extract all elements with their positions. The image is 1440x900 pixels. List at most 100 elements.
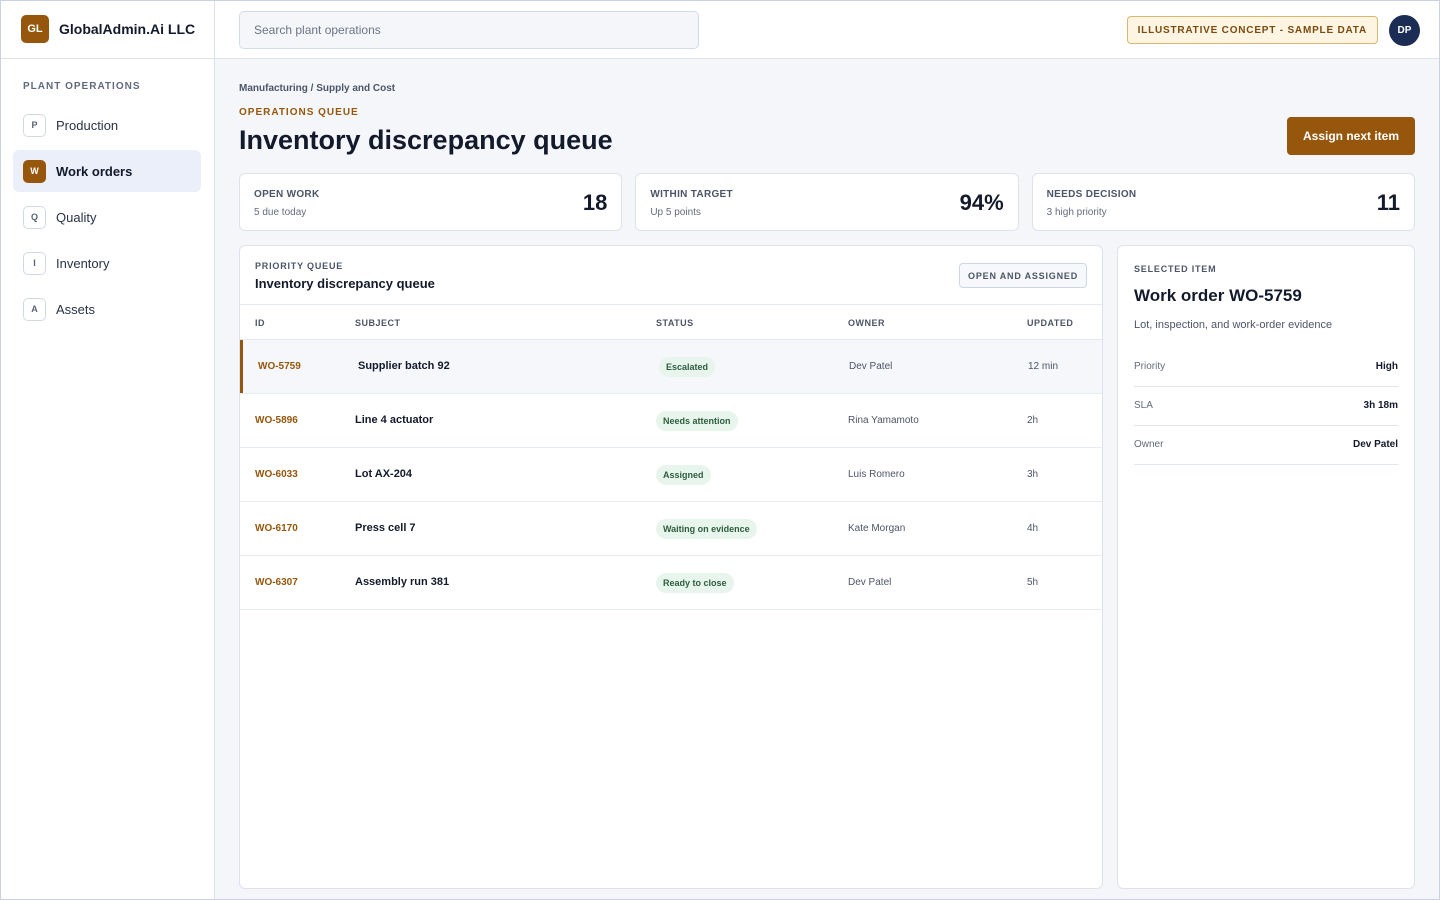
column-header-subject[interactable]: SUBJECT [355,318,401,328]
kpi-label: NEEDS DECISION [1046,189,1137,200]
kpi-card-within-target: WITHIN TARGET Up 5 points 94% [635,173,1019,231]
table-row[interactable]: WO-6170 Press cell 7 Waiting on evidence… [240,502,1102,556]
sidebar-item-production[interactable]: P Production [13,104,201,146]
kpi-card-open-work: OPEN WORK 5 due today 18 [239,173,623,231]
row-id: WO-6307 [255,577,298,588]
table-row[interactable]: WO-5896 Line 4 actuator Needs attention … [240,394,1102,448]
detail-field-priority: Priority High [1134,348,1398,387]
status-badge: Waiting on evidence [656,519,757,539]
row-owner: Dev Patel [848,577,892,588]
topbar: ILLUSTRATIVE CONCEPT - SAMPLE DATA DP [215,0,1440,59]
table-row[interactable]: WO-5759 Supplier batch 92 Escalated Dev … [240,340,1102,394]
quality-icon: Q [23,205,46,229]
status-badge: Needs attention [656,411,738,431]
status-pill: Needs attention [656,411,738,431]
table-row[interactable]: WO-6307 Assembly run 381 Ready to close … [240,556,1102,610]
avatar[interactable]: DP [1389,15,1420,46]
field-key: SLA [1134,400,1153,411]
kpi-sub: Up 5 points [650,207,701,218]
field-value: High [1375,361,1398,372]
search-input[interactable] [239,11,699,49]
nav-heading: PLANT OPERATIONS [23,81,141,92]
column-header-updated[interactable]: UPDATED [1027,318,1074,328]
status-pill: Waiting on evidence [656,519,757,539]
sidebar-item-assets[interactable]: A Assets [13,288,201,330]
row-subject: Line 4 actuator [355,414,434,426]
detail-subtitle: Lot, inspection, and work-order evidence [1134,319,1333,331]
sidebar-item-label: Work orders [56,163,133,179]
row-updated: 2h [1027,415,1039,426]
row-id: WO-5759 [258,361,301,372]
brand-logo: GL [21,15,49,43]
detail-field-sla: SLA 3h 18m [1134,387,1398,426]
kpi-row: OPEN WORK 5 due today 18 WITHIN TARGET U… [239,173,1415,231]
table-header: ID SUBJECT STATUS OWNER UPDATED [240,304,1102,340]
sidebar-item-label: Inventory [56,255,110,271]
status-pill: Ready to close [656,573,734,593]
sidebar-item-label: Production [56,117,119,133]
production-icon: P [23,113,46,137]
table-body: WO-5759 Supplier batch 92 Escalated Dev … [240,340,1102,610]
row-owner: Rina Yamamoto [848,415,919,426]
selected-item-panel: SELECTED ITEM Work order WO-5759 Lot, in… [1117,245,1415,889]
status-pill: Assigned [656,465,711,485]
row-owner: Dev Patel [849,361,893,372]
row-id: WO-6170 [255,523,298,534]
column-header-owner[interactable]: OWNER [848,318,885,328]
kpi-value: 18 [582,190,608,215]
kpi-sub: 3 high priority [1046,207,1107,218]
assign-next-item-button[interactable]: Assign next item [1287,117,1415,155]
inventory-icon: I [23,251,46,275]
row-subject: Lot AX-204 [355,468,413,480]
kpi-sub: 5 due today [254,207,307,218]
sidebar-item-label: Assets [56,301,96,317]
kpi-label: OPEN WORK [254,189,320,200]
queue-title: Inventory discrepancy queue [255,276,435,291]
row-subject: Supplier batch 92 [358,360,450,372]
status-badge: Ready to close [656,573,734,593]
kpi-card-needs-decision: NEEDS DECISION 3 high priority 11 [1031,173,1415,231]
status-pill: Escalated [659,357,716,377]
kpi-value: 11 [1376,190,1400,215]
kpi-label: WITHIN TARGET [650,189,733,200]
detail-field-owner: Owner Dev Patel [1134,426,1398,465]
row-id: WO-6033 [255,469,298,480]
detail-title: Work order WO-5759 [1134,286,1302,305]
field-value: 3h 18m [1363,400,1398,411]
row-updated: 3h [1027,469,1039,480]
assets-icon: A [23,297,46,321]
status-badge: Escalated [659,357,716,377]
detail-eyebrow: SELECTED ITEM [1134,264,1217,274]
table-row[interactable]: WO-6033 Lot AX-204 Assigned Luis Romero … [240,448,1102,502]
row-owner: Luis Romero [848,469,905,480]
sidebar-item-label: Quality [56,209,97,225]
column-header-id[interactable]: ID [255,318,265,328]
kpi-value: 94% [959,190,1004,215]
column-header-status[interactable]: STATUS [656,318,694,328]
sidebar-item-inventory[interactable]: I Inventory [13,242,201,284]
concept-badge: ILLUSTRATIVE CONCEPT - SAMPLE DATA [1126,16,1378,44]
row-subject: Assembly run 381 [355,576,450,588]
status-badge: Assigned [656,465,711,485]
row-owner: Kate Morgan [848,523,906,534]
page-title: Inventory discrepancy queue [239,125,613,155]
brand-name: GlobalAdmin.Ai LLC [59,21,196,37]
sidebar-item-quality[interactable]: Q Quality [13,196,201,238]
row-updated: 12 min [1028,361,1059,372]
row-subject: Press cell 7 [355,522,416,534]
priority-queue-panel: PRIORITY QUEUE Inventory discrepancy que… [239,245,1103,889]
brand[interactable]: GL GlobalAdmin.Ai LLC [0,0,214,59]
work-orders-icon: W [23,159,46,183]
row-id: WO-5896 [255,415,298,426]
field-value: Dev Patel [1352,439,1398,450]
field-key: Owner [1134,439,1164,450]
sidebar-nav: P Production W Work orders Q Quality I I… [0,104,214,330]
sidebar: GL GlobalAdmin.Ai LLC PLANT OPERATIONS P… [0,0,215,900]
row-updated: 4h [1027,523,1039,534]
breadcrumb[interactable]: Manufacturing / Supply and Cost [239,83,396,94]
sidebar-item-work-orders[interactable]: W Work orders [13,150,201,192]
queue-eyebrow: PRIORITY QUEUE [255,261,344,271]
filter-chip[interactable]: OPEN AND ASSIGNED [959,263,1087,288]
page-eyebrow: OPERATIONS QUEUE [239,107,359,118]
row-updated: 5h [1027,577,1039,588]
